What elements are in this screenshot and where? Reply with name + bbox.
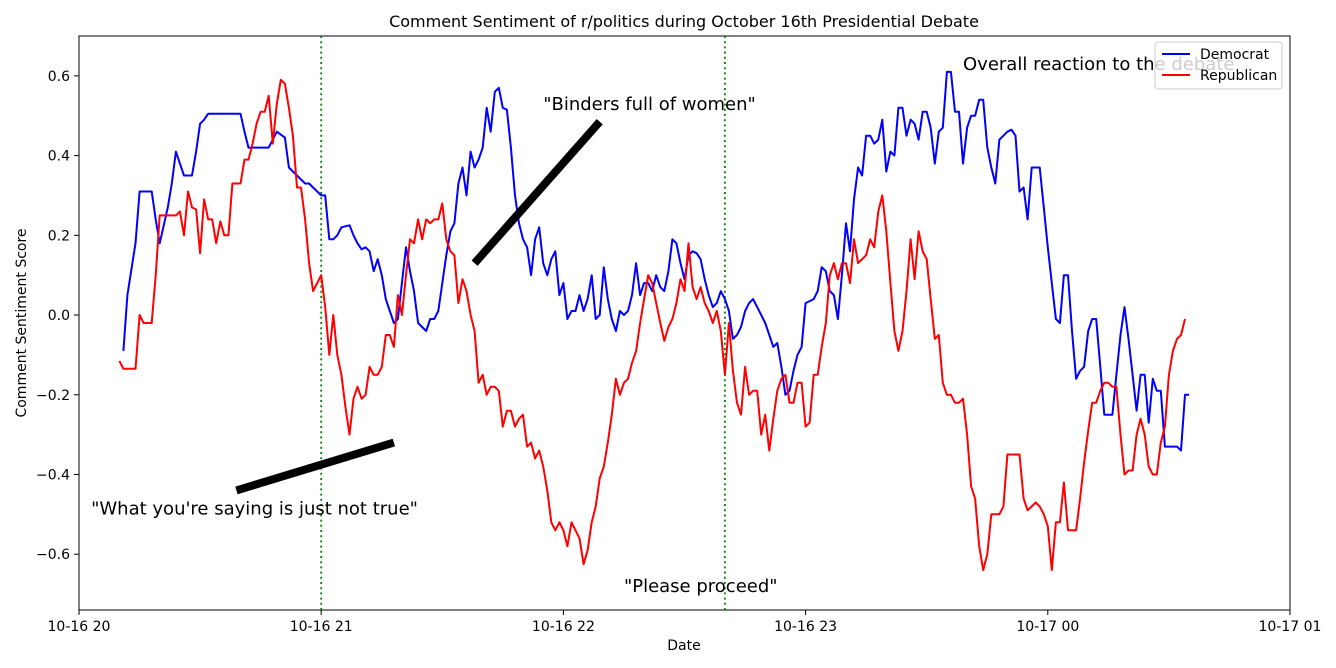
- x-tick-label-2: 10-16 22: [532, 619, 595, 635]
- legend-label-democrat: Democrat: [1200, 47, 1270, 63]
- x-tick-label-1: 10-16 21: [290, 619, 353, 635]
- plot-frame: [78, 35, 1291, 611]
- x-axis-label: Date: [667, 638, 700, 654]
- y-tick-label-1: −0.4: [36, 467, 70, 483]
- y-axis: −0.6 −0.4 −0.2 0.0 0.2 0.4 0.6: [36, 69, 79, 563]
- y-tick-label-2: −0.2: [36, 388, 70, 404]
- chart-title: Comment Sentiment of r/politics during O…: [389, 12, 979, 31]
- legend-label-republican: Republican: [1200, 68, 1277, 84]
- y-tick-label-0: −0.6: [36, 547, 70, 563]
- y-tick-label-4: 0.2: [48, 228, 70, 244]
- y-tick-label-5: 0.4: [48, 149, 70, 165]
- annotation-arrow-0: [235, 438, 396, 495]
- x-tick-label-3: 10-16 23: [774, 619, 837, 635]
- y-axis-label: Comment Sentiment Score: [14, 228, 30, 417]
- y-tick-label-6: 0.6: [48, 69, 70, 85]
- x-tick-label-4: 10-17 00: [1016, 619, 1079, 635]
- x-axis: 10-16 20 10-16 21 10-16 22 10-16 23 10-17 00…: [48, 610, 1322, 635]
- legend: Democrat Republican: [1154, 41, 1283, 90]
- vertical-markers: [320, 36, 726, 610]
- annotation-arrow-1: [471, 119, 603, 266]
- series-layer: [118, 70, 1190, 572]
- annotation-arrows: [235, 119, 603, 495]
- annotation-text-2: "Please proceed": [624, 576, 778, 597]
- y-tick-label-3: 0.0: [48, 308, 70, 324]
- plot-area: [78, 35, 1291, 611]
- annotation-text-1: "Binders full of women": [543, 94, 756, 115]
- series-line-democrat: [122, 70, 1190, 452]
- x-tick-label-0: 10-16 20: [48, 619, 111, 635]
- series-line-republican: [118, 78, 1186, 572]
- x-tick-label-5: 10-17 01: [1259, 619, 1322, 635]
- annotation-text-0: "What you're saying is just not true": [91, 498, 418, 519]
